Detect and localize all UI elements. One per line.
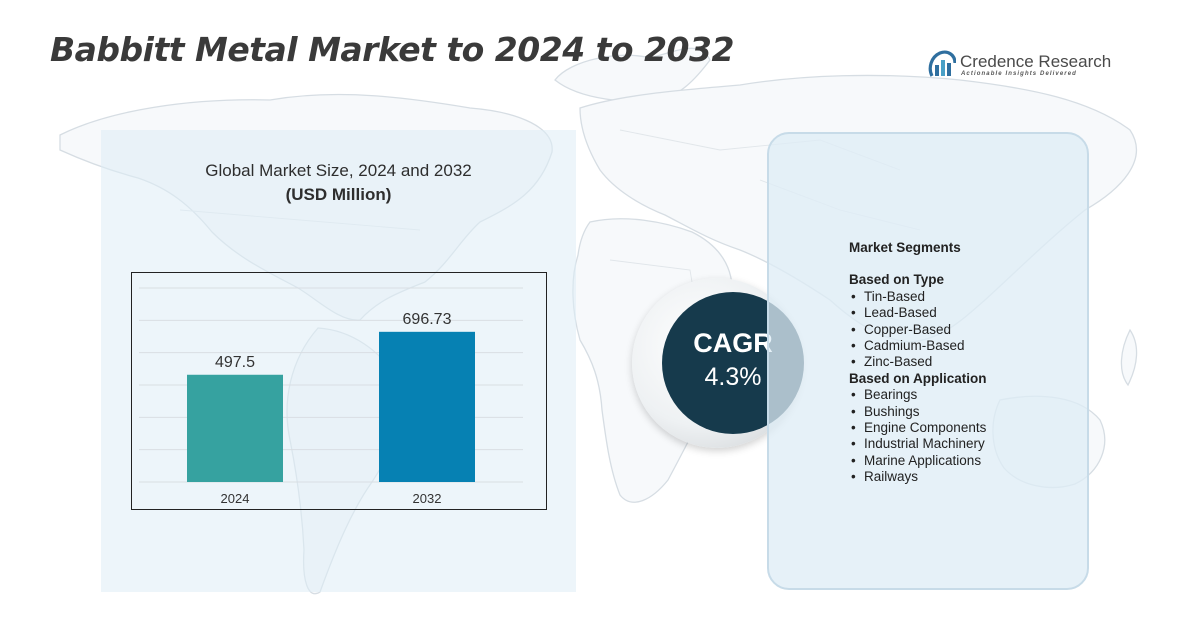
segment-item: Zinc-Based — [849, 354, 987, 371]
segment-group-application: Based on Application Bearings Bushings E… — [849, 371, 987, 486]
segment-group-type: Based on Type Tin-Based Lead-Based Coppe… — [849, 272, 987, 371]
x-tick-label-2032: 2032 — [413, 491, 442, 506]
page-title: Babbitt Metal Market to 2024 to 2032 — [50, 30, 734, 69]
segment-item: Lead-Based — [849, 305, 987, 322]
segment-item: Tin-Based — [849, 289, 987, 306]
cagr-value: 4.3% — [704, 363, 762, 391]
bar-2024 — [187, 374, 283, 482]
segment-list: Tin-Based Lead-Based Copper-Based Cadmiu… — [849, 289, 987, 371]
segment-item: Industrial Machinery — [849, 436, 987, 453]
chart-heading: Global Market Size, 2024 and 2032 — [205, 161, 472, 180]
segment-item: Engine Components — [849, 420, 987, 437]
bar-chart-logo-icon — [928, 50, 956, 77]
segment-group-title: Based on Application — [849, 370, 987, 386]
segment-group-title: Based on Type — [849, 272, 945, 288]
data-label-2032: 696.73 — [403, 311, 452, 328]
segment-list: Bearings Bushings Engine Components Indu… — [849, 387, 987, 486]
segment-item: Marine Applications — [849, 453, 987, 470]
bar-chart: 497.5 2024 696.73 2032 — [131, 272, 547, 510]
brand-logo: Credence Research Actionable Insights De… — [928, 50, 1118, 82]
market-segments: Market Segments Based on Type Tin-Based … — [849, 240, 987, 486]
market-size-panel: Global Market Size, 2024 and 2032 (USD M… — [101, 130, 576, 592]
segment-item: Cadmium-Based — [849, 338, 987, 355]
x-tick-label-2024: 2024 — [221, 491, 250, 506]
cagr-label: CAGR — [693, 328, 773, 358]
brand-tagline: Actionable Insights Delivered — [961, 71, 1077, 77]
segment-item: Bushings — [849, 404, 987, 421]
chart-unit-label: (USD Million) — [285, 185, 392, 204]
segments-title: Market Segments — [849, 240, 961, 255]
segment-item: Railways — [849, 469, 987, 486]
bar-2032 — [379, 331, 475, 482]
segment-item: Bearings — [849, 387, 987, 404]
data-label-2024: 497.5 — [215, 354, 255, 371]
chart-frame — [131, 272, 547, 510]
brand-name: Credence Research — [960, 52, 1112, 71]
segment-item: Copper-Based — [849, 322, 987, 339]
